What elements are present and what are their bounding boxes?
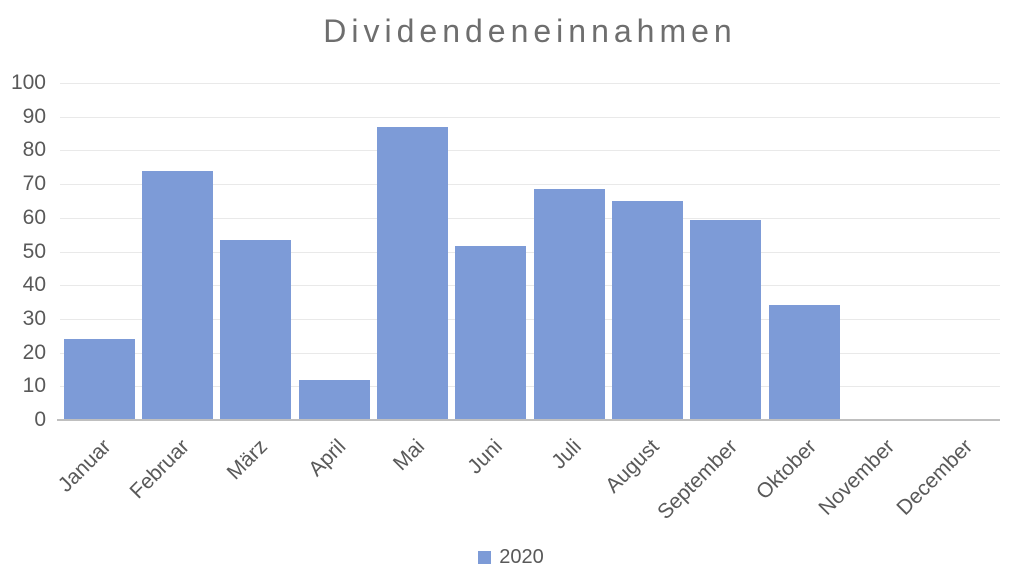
x-tick-label: März — [222, 435, 273, 485]
x-tick-label: November — [813, 435, 899, 520]
gridline — [60, 150, 1000, 151]
gridline — [60, 117, 1000, 118]
gridline — [60, 83, 1000, 84]
bar-september[interactable] — [690, 219, 762, 420]
legend-swatch — [478, 550, 492, 564]
bar-oktober[interactable] — [768, 305, 840, 420]
y-tick-label: 10 — [22, 374, 46, 397]
x-tick-label: Oktober — [751, 435, 821, 505]
legend[interactable]: 2020 — [0, 544, 1022, 570]
y-tick-label: 0 — [34, 408, 46, 431]
y-tick-label: 100 — [10, 71, 46, 94]
gridline — [60, 218, 1000, 219]
gridline — [60, 184, 1000, 185]
x-tick-label: April — [304, 435, 351, 481]
bar-januar[interactable] — [63, 339, 135, 420]
gridline — [60, 319, 1000, 320]
y-tick-label: 90 — [22, 105, 46, 128]
bar-mai[interactable] — [377, 126, 448, 420]
x-tick-label: Februar — [125, 435, 194, 504]
y-tick-label: 80 — [22, 138, 46, 161]
x-axis-line — [57, 419, 1000, 421]
gridline — [60, 252, 1000, 253]
gridline — [60, 353, 1000, 354]
gridline — [60, 386, 1000, 387]
x-tick-label: Juli — [546, 435, 586, 474]
x-tick-label: Januar — [53, 435, 116, 497]
y-tick-label: 70 — [22, 172, 46, 195]
y-tick-label: 50 — [22, 240, 46, 263]
bar-april[interactable] — [298, 379, 370, 420]
bar-juli[interactable] — [533, 189, 605, 420]
y-tick-label: 40 — [22, 273, 46, 296]
x-tick-label: Mai — [388, 435, 429, 476]
chart-title[interactable]: Dividendeneinnahmen — [323, 13, 737, 49]
bar-august[interactable] — [612, 200, 683, 420]
bar-märz[interactable] — [220, 239, 292, 420]
gridline — [60, 285, 1000, 286]
x-tick-label: August — [601, 435, 664, 498]
x-tick-label: September — [653, 435, 743, 524]
y-tick-label: 60 — [22, 206, 46, 229]
bar-juni[interactable] — [455, 246, 527, 420]
x-tick-label: December — [892, 435, 978, 520]
legend-label: 2020 — [499, 545, 544, 568]
y-tick-label: 20 — [22, 341, 46, 364]
y-tick-label: 30 — [22, 307, 46, 330]
x-tick-label: Juni — [463, 435, 508, 479]
bar-februar[interactable] — [142, 170, 213, 420]
